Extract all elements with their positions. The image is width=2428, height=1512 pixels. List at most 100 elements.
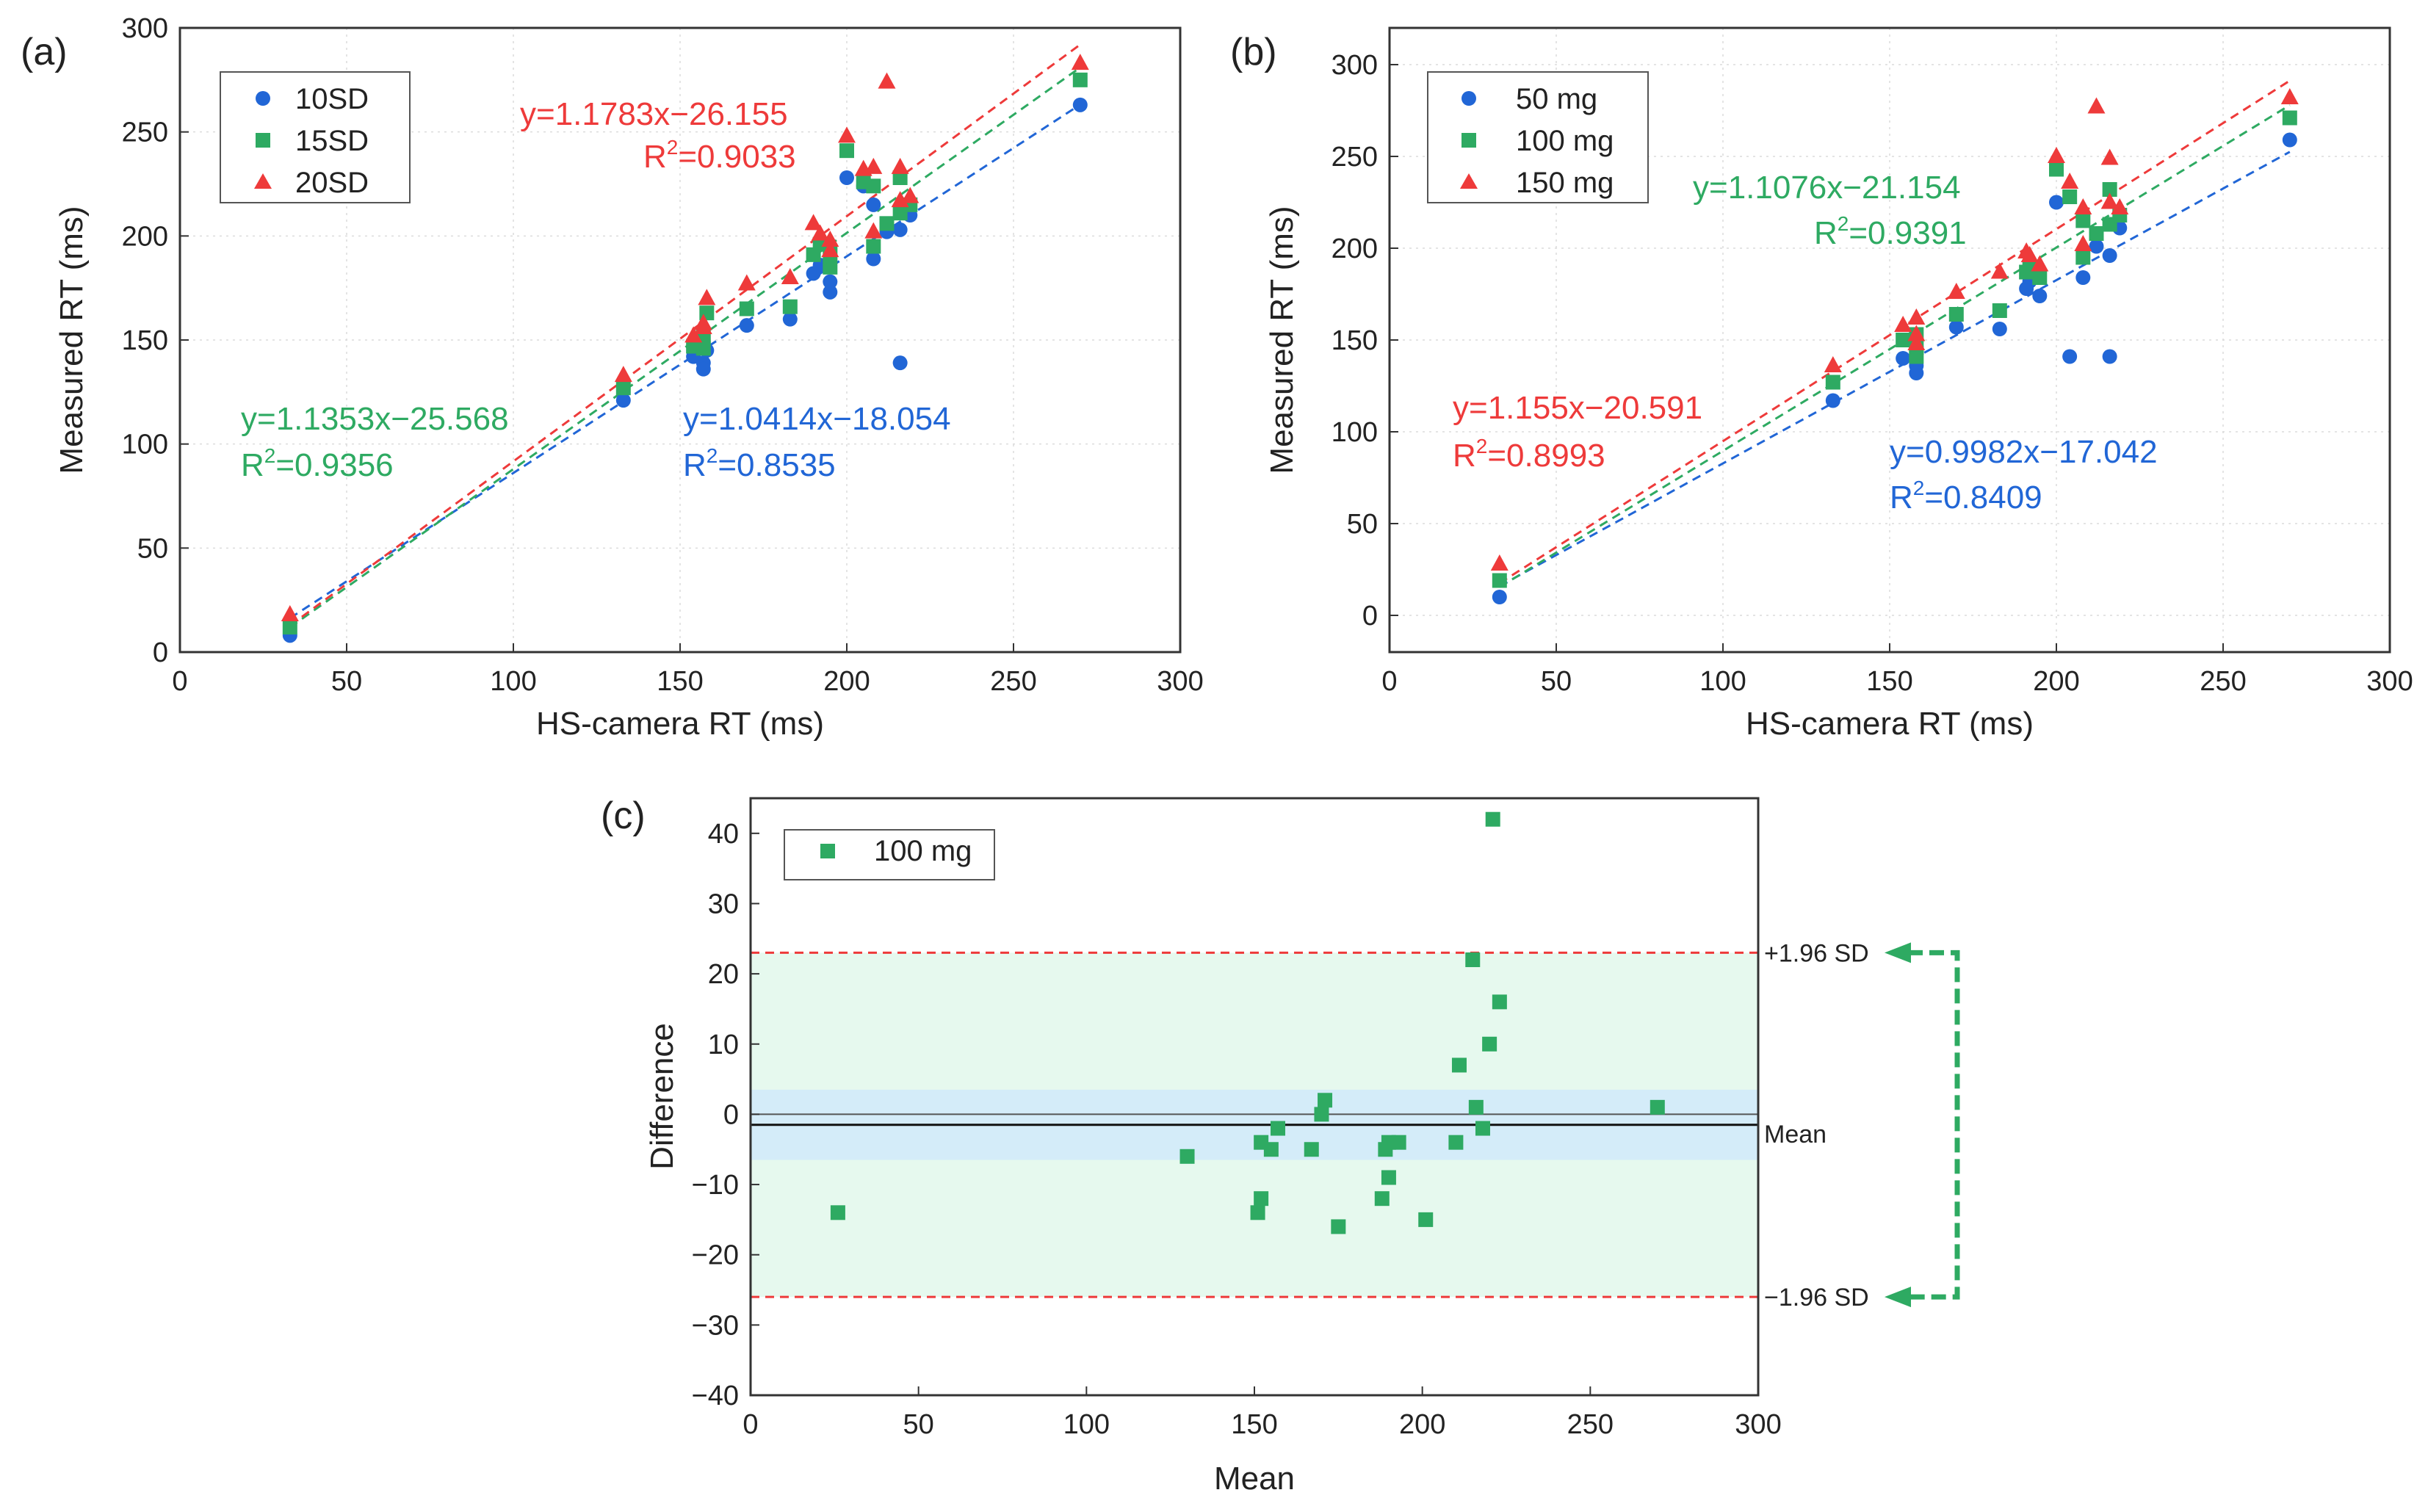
- point-100mg: [1179, 1149, 1195, 1164]
- y-tick-label: 300: [1332, 50, 1378, 81]
- panel-b-legend-label-100mg: 100 mg: [1516, 125, 1614, 157]
- upper-loa-label: +1.96 SD: [1764, 939, 1869, 967]
- point-20sd: [1071, 54, 1089, 70]
- panel-c-label: (c): [601, 795, 646, 837]
- point-100mg: [2049, 162, 2064, 177]
- panel-c-ticks: 0 50 100 150 200 250 300 −40 −30 −20 −10 0 10 20 30 40: [692, 819, 1782, 1440]
- panel-b-legend-label-50mg: 50 mg: [1516, 83, 1597, 115]
- r2-sup: 2: [667, 136, 679, 159]
- point-20sd: [891, 157, 909, 174]
- point-150mg: [2031, 255, 2049, 272]
- r2-value: =0.8993: [1487, 438, 1605, 474]
- point-150mg: [2074, 198, 2092, 214]
- point-100mg: [1896, 333, 1911, 347]
- panel-b-xlabel: HS-camera RT (ms): [1746, 706, 2034, 742]
- point-150mg: [2061, 173, 2079, 189]
- y-tick-label: 100: [122, 430, 168, 460]
- point-20sd: [781, 268, 799, 284]
- panel-b-label: (b): [1230, 31, 1277, 73]
- point-10sd: [695, 361, 711, 377]
- point-100mg: [830, 1205, 845, 1220]
- point-15sd: [615, 380, 631, 396]
- point-50mg: [1948, 319, 1964, 335]
- panel-b: (b) 0 50 100 150 200 250 300 0 50 100 150 200 250 300…: [1230, 26, 2413, 742]
- y-tick-label: −40: [692, 1381, 739, 1411]
- point-15sd: [892, 170, 908, 185]
- point-20sd: [804, 214, 823, 231]
- point-20sd: [838, 126, 856, 143]
- point-100mg: [1468, 1099, 1484, 1115]
- panel-c-ylabel: Difference: [644, 1023, 680, 1170]
- y-tick-label: −10: [692, 1170, 739, 1201]
- y-tick-label: −30: [692, 1310, 739, 1341]
- point-100mg: [2282, 110, 2297, 126]
- y-tick-label: 150: [122, 325, 168, 356]
- point-100mg: [2075, 213, 2091, 228]
- point-20sd: [901, 187, 919, 203]
- point-150mg: [1907, 325, 1926, 341]
- r2-prefix: R: [643, 139, 667, 175]
- point-50mg: [2062, 349, 2078, 364]
- point-150mg: [1990, 262, 2009, 279]
- r2-prefix: R: [1890, 480, 1913, 516]
- panel-b-fit-eq-150mg: y=1.155x−20.591: [1453, 390, 1702, 426]
- point-20sd: [684, 326, 703, 343]
- point-20sd: [864, 157, 883, 174]
- y-tick-label: 20: [708, 959, 739, 990]
- point-100mg: [1650, 1099, 1665, 1115]
- point-20sd: [811, 224, 829, 241]
- point-10sd: [839, 170, 854, 185]
- panel-b-fit-r2-100mg: R2=0.9391: [1814, 212, 1967, 251]
- panel-a-fit-r2-20sd: R2=0.9033: [643, 136, 796, 175]
- point-150mg: [1907, 334, 1926, 350]
- panel-a-ticks: 0 50 100 150 200 250 300 0 50 100 150 200 250 300: [122, 13, 1204, 697]
- y-tick-label: 300: [122, 13, 168, 44]
- point-15sd: [739, 301, 754, 316]
- x-tick-label: 50: [1541, 666, 1572, 697]
- panel-a: (a) 0 50 100 150 200 250 300 0 50 100 150 200 250 300…: [21, 13, 1204, 742]
- y-tick-label: 0: [1362, 601, 1378, 632]
- point-50mg: [2089, 239, 2104, 254]
- panel-b-legend-marker-150mg: [1460, 173, 1478, 189]
- x-tick-label: 50: [331, 666, 362, 697]
- y-tick-label: 50: [1347, 509, 1378, 540]
- point-100mg: [2032, 270, 2048, 285]
- panel-b-ylabel: Measured RT (ms): [1264, 206, 1300, 474]
- point-50mg: [1896, 351, 1911, 366]
- panel-c-legend-label-100mg: 100 mg: [874, 835, 972, 867]
- point-150mg: [2087, 97, 2106, 114]
- point-50mg: [2032, 289, 2048, 303]
- point-150mg: [2100, 192, 2119, 209]
- point-50mg: [1909, 366, 1924, 380]
- point-10sd: [615, 393, 631, 408]
- point-150mg: [2280, 88, 2299, 104]
- r2-value: =0.8535: [718, 447, 835, 483]
- point-10sd: [739, 318, 754, 333]
- x-tick-label: 200: [2033, 666, 2079, 697]
- x-tick-label: 250: [990, 666, 1036, 697]
- fit-line-10sd: [289, 104, 1081, 620]
- point-100mg: [2062, 189, 2078, 204]
- x-tick-label: 100: [1699, 666, 1746, 697]
- point-20sd: [821, 241, 839, 258]
- panel-b-ticks: 0 50 100 150 200 250 300 0 50 100 150 200 250 300: [1332, 50, 2413, 697]
- point-150mg: [2048, 147, 2065, 163]
- point-100mg: [1254, 1191, 1269, 1207]
- arrow-head-lower: [1885, 1287, 1911, 1308]
- point-15sd: [782, 299, 798, 314]
- point-100mg: [1271, 1121, 1286, 1136]
- fit-line-100mg: [1499, 104, 2291, 588]
- x-tick-label: 150: [657, 666, 703, 697]
- fit-line-50mg: [1499, 151, 2291, 587]
- point-150mg: [1824, 356, 1842, 372]
- panel-b-legend-marker-50mg: [1462, 91, 1476, 106]
- point-100mg: [1948, 307, 1964, 322]
- point-20sd: [698, 289, 716, 305]
- y-tick-label: 30: [708, 889, 739, 919]
- point-15sd: [839, 143, 854, 159]
- y-tick-label: 0: [153, 637, 168, 668]
- point-15sd: [879, 216, 895, 231]
- panel-c-xlabel: Mean: [1214, 1461, 1295, 1497]
- x-tick-label: 150: [1866, 666, 1912, 697]
